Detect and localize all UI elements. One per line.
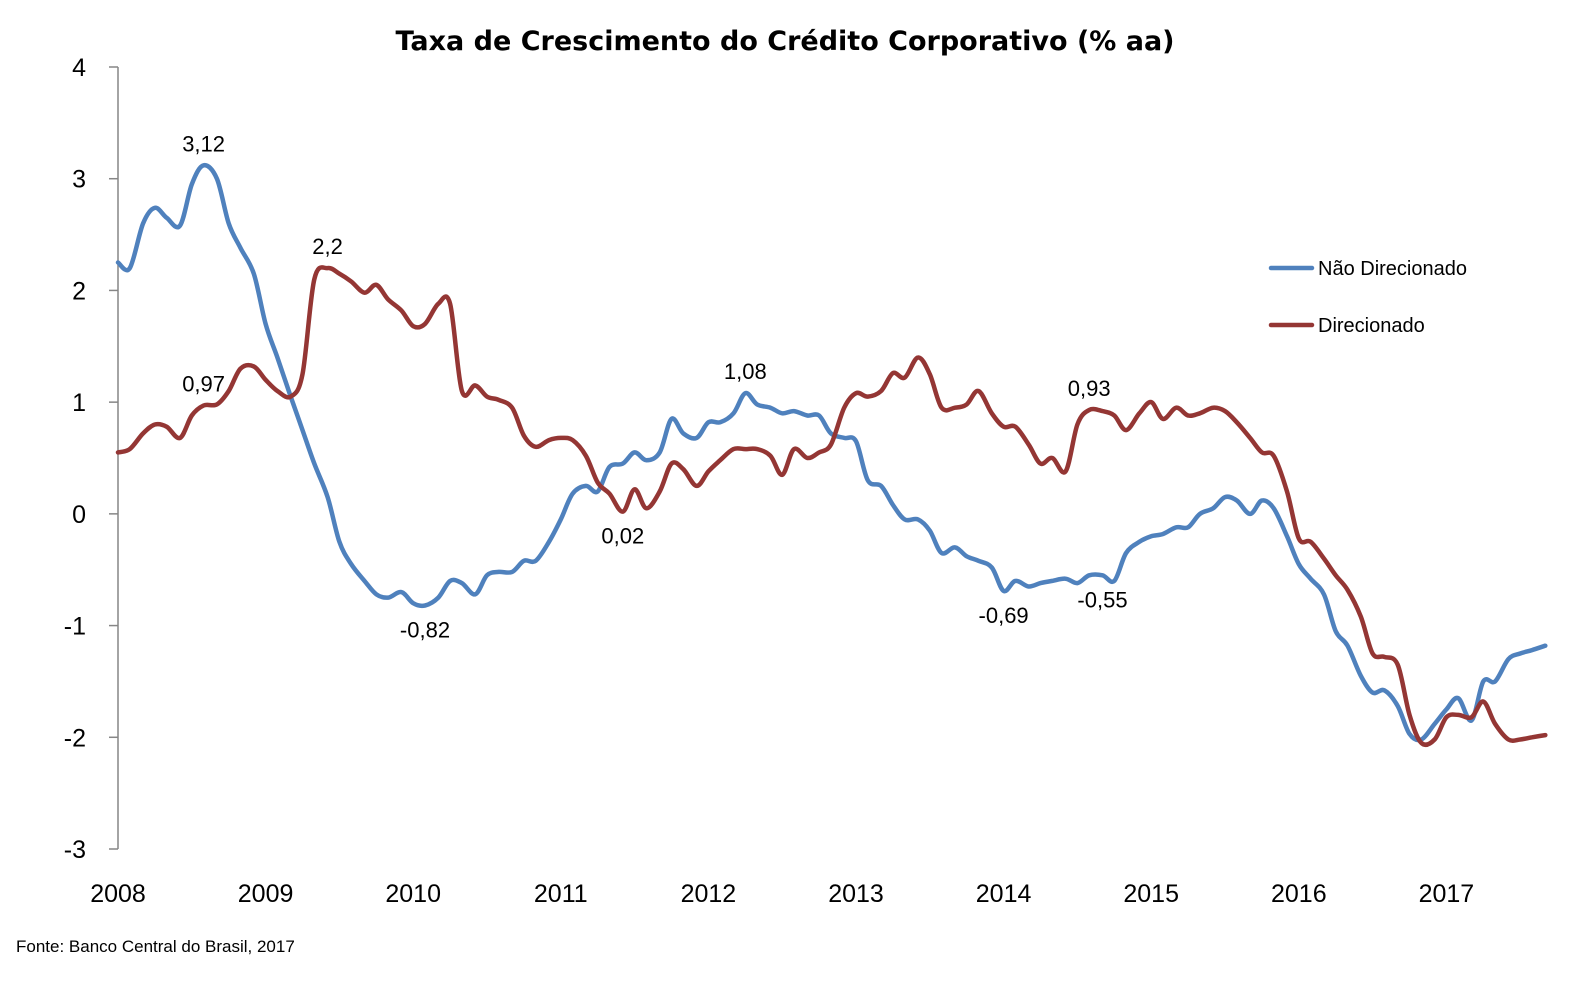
data-label: 0,97	[182, 371, 225, 396]
legend-label-nao-direcionado: Não Direcionado	[1318, 258, 1467, 280]
legend-label-direcionado: Direcionado	[1318, 315, 1425, 337]
source-note: Fonte: Banco Central do Brasil, 2017	[16, 937, 295, 956]
data-label: 0,93	[1068, 376, 1111, 401]
x-tick-label: 2008	[90, 880, 146, 908]
y-tick-label: 4	[72, 54, 86, 82]
x-tick-label: 2010	[385, 880, 441, 908]
data-label: -0,55	[1077, 587, 1127, 612]
y-tick-label: -3	[64, 836, 86, 864]
y-tick-label: 2	[72, 277, 86, 305]
y-tick-label: -2	[64, 724, 86, 752]
y-tick-label: 1	[72, 389, 86, 417]
x-tick-label: 2014	[976, 880, 1032, 908]
data-label: -0,69	[979, 603, 1029, 628]
series-line-direcionado	[115, 265, 1548, 748]
series-line-nao-direcionado	[115, 162, 1548, 743]
x-tick-label: 2011	[534, 880, 588, 908]
data-label: 3,12	[182, 131, 225, 156]
data-label: 2,2	[312, 234, 343, 259]
y-axis-ticks: 4 3 2 1 0 -1 -2 -3	[64, 54, 118, 864]
x-tick-label: 2017	[1419, 880, 1475, 908]
data-label: 1,08	[724, 359, 767, 384]
data-labels: 3,12 2,2 0,97 -0,82 0,02 1,08 -0,69 -0,55 0,93	[182, 131, 1127, 642]
x-tick-label: 2012	[681, 880, 737, 908]
x-tick-label: 2016	[1271, 880, 1327, 908]
y-tick-label: 0	[72, 501, 86, 529]
x-tick-label: 2009	[238, 880, 294, 908]
x-tick-label: 2013	[828, 880, 884, 908]
x-axis-ticks: 2008 2009 2010 2011 2012 2013 2014 2015 2016 2017	[90, 880, 1474, 908]
data-label: 0,02	[601, 524, 644, 549]
legend: Não Direcionado Direcionado	[1268, 258, 1467, 337]
data-label: -0,82	[400, 617, 450, 642]
series-lines	[115, 162, 1548, 748]
chart-title: Taxa de Crescimento do Crédito Corporati…	[395, 26, 1174, 57]
x-tick-label: 2015	[1123, 880, 1179, 908]
y-tick-label: -1	[64, 613, 86, 641]
y-tick-label: 3	[72, 166, 86, 194]
